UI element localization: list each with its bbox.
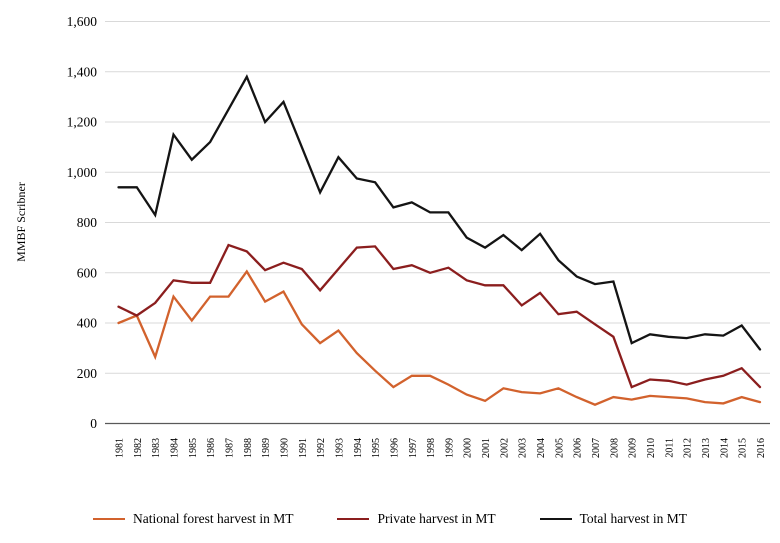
x-axis-tick-label: 2000 — [463, 438, 474, 458]
legend-item-private: Private harvest in MT — [337, 511, 496, 527]
total-harvest-line — [117, 74, 762, 351]
national-forest-harvest-line — [117, 269, 762, 406]
legend-label-private: Private harvest in MT — [377, 511, 496, 526]
y-axis-tick-label: 400 — [77, 316, 98, 331]
legend-label-national-forest: National forest harvest in MT — [133, 511, 294, 526]
x-axis-tick-label: 1990 — [279, 438, 290, 458]
x-axis-tick-label: 1999 — [444, 438, 455, 458]
legend-line-swatch-private — [337, 517, 370, 521]
x-axis-tick-label: 2011 — [664, 438, 675, 458]
y-axis-tick-label: 200 — [77, 366, 98, 381]
x-axis-tick-label: 1984 — [169, 438, 180, 458]
x-axis-tick-label: 2013 — [701, 438, 712, 458]
x-axis-tick-label: 1987 — [224, 438, 235, 458]
y-axis-tick-label: 1,000 — [67, 165, 98, 180]
x-axis-tick-label: 1992 — [316, 438, 327, 458]
x-axis-tick-label: 2010 — [646, 438, 657, 458]
y-axis-tick-labels: 0 200 400 600 800 1,000 1,200 1,400 1,600 — [67, 14, 98, 431]
x-axis-tick-label: 1981 — [115, 438, 126, 458]
x-axis-tick-label: 2003 — [518, 438, 529, 458]
x-axis-tick-label: 1994 — [353, 438, 364, 458]
chart-legend: National forest harvest in MT Private ha… — [0, 511, 780, 527]
gridlines — [105, 21, 770, 425]
y-axis-title: MMBF Scribner — [14, 182, 28, 262]
x-axis-tick-label: 1995 — [371, 438, 382, 458]
legend-label-total: Total harvest in MT — [579, 511, 687, 526]
x-axis-tick-label: 1986 — [206, 438, 217, 458]
x-axis-tick-label: 2006 — [573, 438, 584, 458]
legend-line-swatch-total — [539, 517, 572, 521]
y-axis-tick-label: 1,200 — [67, 115, 98, 130]
y-axis-tick-label: 600 — [77, 265, 98, 280]
x-axis-tick-label: 2016 — [756, 438, 767, 458]
legend-item-total: Total harvest in MT — [539, 511, 687, 527]
x-axis-tick-label: 1989 — [261, 438, 272, 458]
y-axis-tick-label: 0 — [90, 416, 97, 431]
x-axis-tick-label: 1985 — [188, 438, 199, 458]
x-axis-tick-label: 2002 — [499, 438, 510, 458]
x-axis-tick-label: 2014 — [719, 438, 730, 458]
x-axis-tick-label: 1996 — [389, 438, 400, 458]
x-axis-tick-label: 2005 — [554, 438, 565, 458]
x-axis-tick-label: 2008 — [609, 438, 620, 458]
series-lines — [117, 74, 762, 406]
x-axis-tick-label: 1997 — [408, 438, 419, 458]
y-axis-tick-label: 800 — [77, 215, 98, 230]
y-axis-tick-label: 1,400 — [67, 64, 98, 79]
legend-line-swatch-national-forest — [93, 517, 125, 521]
x-axis-tick-label: 1983 — [151, 438, 162, 458]
x-axis-tick-labels: 1981 1982 1983 1984 1985 1986 1987 1988 1989 1990… — [115, 438, 768, 458]
y-axis-tick-label: 1,600 — [67, 14, 98, 29]
x-axis-tick-label: 1998 — [426, 438, 437, 458]
x-axis-tick-label: 1991 — [298, 438, 309, 458]
x-axis-tick-label: 2001 — [481, 438, 492, 458]
x-axis-tick-label: 2009 — [628, 438, 639, 458]
x-axis-tick-label: 1982 — [133, 438, 144, 458]
private-harvest-line — [117, 243, 762, 389]
x-axis-tick-label: 1993 — [334, 438, 345, 458]
x-axis-tick-label: 2012 — [683, 438, 694, 458]
legend-item-national-forest: National forest harvest in MT — [93, 511, 293, 527]
x-axis-tick-label: 2015 — [738, 438, 749, 458]
x-axis-tick-label: 1988 — [243, 438, 254, 458]
x-axis-tick-label: 2007 — [591, 438, 602, 458]
x-axis-tick-label: 2004 — [536, 438, 547, 458]
